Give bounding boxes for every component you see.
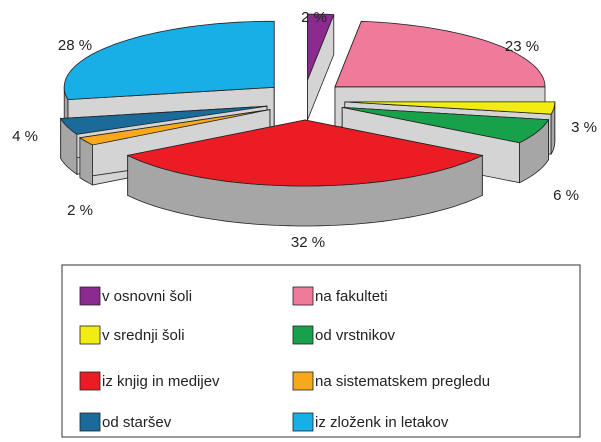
value-label: 23 % <box>505 38 539 55</box>
legend-swatch <box>292 325 314 345</box>
legend-swatch <box>292 286 314 306</box>
slice <box>342 107 550 144</box>
legend-swatch <box>79 286 101 306</box>
legend-label: v osnovni šoli <box>102 288 192 305</box>
value-label: 3 % <box>571 119 597 136</box>
legend-swatch <box>79 325 101 345</box>
legend-label: od vrstnikov <box>315 327 396 344</box>
legend-label: na fakulteti <box>315 288 388 305</box>
slice <box>344 101 556 115</box>
value-label: 4 % <box>12 128 38 145</box>
legend-label: na sistematskem pregledu <box>315 373 490 390</box>
slice <box>307 13 335 81</box>
legend-swatch <box>292 371 314 391</box>
value-label: 2 % <box>301 9 327 26</box>
value-label: 28 % <box>58 37 92 54</box>
value-label: 6 % <box>553 187 579 204</box>
legend-swatch <box>79 412 101 432</box>
slice <box>78 109 270 146</box>
slice <box>334 20 546 88</box>
slice <box>60 105 268 135</box>
value-label: 32 % <box>291 234 325 251</box>
legend-label: iz knjig in medijev <box>102 373 220 390</box>
legend-box <box>61 264 581 438</box>
slice-side <box>79 136 93 186</box>
legend-label: iz zloženk in letakov <box>315 414 449 431</box>
slice <box>63 20 275 101</box>
slice <box>126 119 484 187</box>
legend-label: v srednji šoli <box>102 327 185 344</box>
value-label: 2 % <box>67 202 93 219</box>
legend-swatch <box>292 412 314 432</box>
legend-label: od staršev <box>102 414 172 431</box>
legend-swatch <box>79 371 101 391</box>
